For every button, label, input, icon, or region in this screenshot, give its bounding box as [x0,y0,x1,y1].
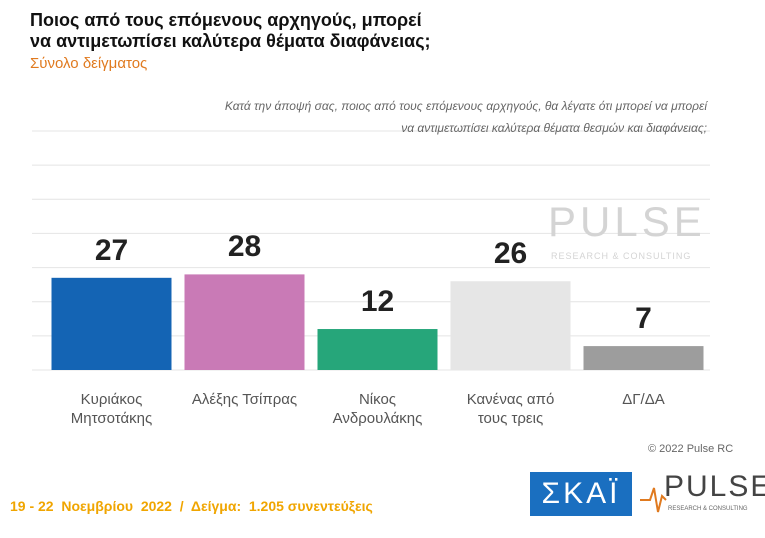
footer: 19 - 22 Νοεμβρίου 2022 / Δείγμα: 1.205 σ… [10,498,373,514]
question-line: να αντιμετωπίσει καλύτερα θέματα θεσμών … [401,121,707,135]
watermark-tagline: RESEARCH & CONSULTING [551,251,692,261]
bar [450,281,571,370]
x-tick-label: Κυριάκος Μητσοτάκης [70,391,153,427]
watermark: PULSE [548,198,706,245]
x-tick-label: Νίκος Ανδρουλάκης [332,391,423,427]
x-tick-label: Κανένας από τους τρεις [466,391,555,427]
bar [583,346,704,370]
skai-logo: ΣΚΑΪ [530,472,632,516]
question-line: Κατά την άποψή σας, ποιος από τους επόμε… [224,99,707,113]
value-label: 12 [360,285,395,319]
value-label: 28 [227,230,262,264]
pulse-tagline: RESEARCH & CONSULTING [668,506,748,512]
value-label: 26 [493,237,528,271]
pulse-logo: PULSE [664,470,765,503]
bar [317,329,438,370]
title-line: να αντιμετωπίσει καλύτερα θέματα διαφάνε… [30,31,431,51]
value-label: 7 [635,302,652,336]
x-tick-label: Αλέξης Τσίπρας [191,391,298,408]
title-line: Ποιος από τους επόμενους αρχηγούς, μπορε… [30,10,422,30]
value-label: 27 [94,233,129,267]
subtitle: Σύνολο δείγματος [30,55,148,72]
x-tick-label: ΔΓ/ΔΑ [622,391,665,408]
copyright: © 2022 Pulse RC [648,443,734,455]
bar [184,274,305,370]
bar [51,277,172,370]
chart-title: Ποιος από τους επόμενους αρχηγούς, μπορε… [30,10,431,52]
